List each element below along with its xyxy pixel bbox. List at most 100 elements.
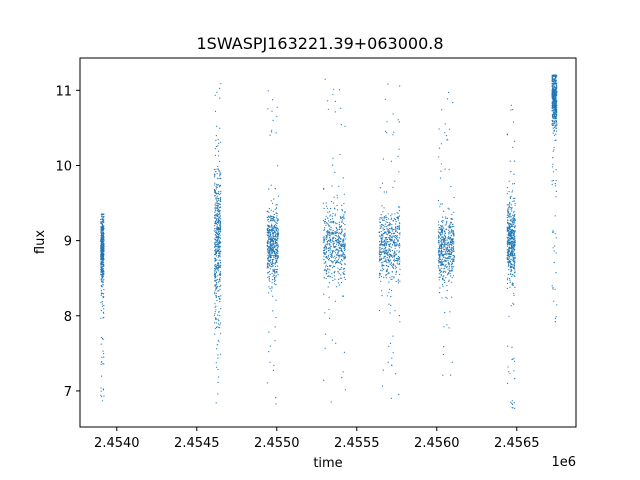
data-point [382, 251, 384, 253]
data-point [511, 283, 513, 285]
data-point [443, 259, 446, 261]
data-point [513, 200, 515, 202]
data-point [555, 190, 558, 192]
data-point [343, 203, 345, 205]
data-point [394, 254, 396, 256]
data-point [271, 254, 273, 256]
data-point [101, 234, 103, 236]
data-point [336, 239, 339, 241]
data-point [512, 240, 514, 243]
data-point [327, 211, 329, 213]
data-point [393, 258, 395, 260]
data-point [220, 223, 222, 225]
data-point [270, 131, 273, 133]
data-point [452, 224, 454, 226]
data-point [442, 239, 444, 241]
data-point [268, 270, 270, 273]
data-point [384, 98, 386, 100]
data-point [269, 236, 271, 238]
data-point [442, 228, 444, 230]
data-point [444, 245, 446, 247]
data-point [217, 318, 219, 320]
data-point [451, 247, 453, 249]
data-point [218, 219, 220, 221]
data-point [439, 258, 442, 260]
data-point [214, 285, 216, 287]
data-point [340, 245, 342, 247]
data-point [507, 273, 509, 275]
data-point [102, 279, 104, 281]
data-point [340, 256, 342, 258]
data-point [332, 229, 334, 232]
data-point [101, 301, 103, 303]
data-point [215, 259, 217, 261]
data-point [391, 357, 393, 359]
data-point [272, 229, 274, 231]
data-point [214, 209, 216, 211]
data-point [215, 270, 217, 272]
data-point [553, 89, 555, 91]
data-point [102, 338, 104, 340]
data-point [398, 227, 401, 229]
data-point [508, 204, 510, 206]
data-point [553, 112, 555, 114]
data-point [391, 239, 393, 241]
data-point [398, 250, 401, 252]
data-point [271, 239, 274, 241]
data-point [337, 267, 339, 269]
data-point [514, 257, 516, 259]
data-point [343, 235, 345, 237]
data-point [268, 279, 270, 281]
data-point [552, 103, 554, 105]
data-point [513, 210, 515, 213]
data-point [103, 233, 105, 235]
data-point [329, 225, 331, 227]
data-point [445, 253, 447, 255]
data-point [439, 227, 441, 229]
data-point [385, 277, 387, 279]
data-point [551, 183, 553, 185]
data-point [322, 220, 324, 222]
data-point [399, 234, 401, 236]
data-point [269, 288, 271, 290]
data-point [448, 265, 450, 267]
data-point [218, 222, 220, 224]
data-point [511, 358, 513, 361]
data-point [554, 215, 556, 217]
data-point [214, 230, 216, 232]
data-point [438, 243, 440, 245]
data-point [100, 213, 102, 215]
data-point [453, 254, 455, 257]
data-point [392, 256, 394, 258]
data-point [220, 83, 222, 85]
data-point [397, 216, 399, 218]
data-point [103, 257, 105, 259]
data-point [394, 228, 396, 230]
data-point [511, 221, 513, 223]
data-point [379, 231, 381, 233]
data-point [511, 207, 513, 209]
data-point [341, 264, 343, 266]
data-point [216, 228, 218, 230]
data-point [513, 212, 515, 214]
data-point [277, 227, 279, 229]
data-point [218, 320, 220, 322]
data-point [101, 218, 103, 220]
data-point [440, 240, 442, 242]
data-point [219, 298, 221, 300]
data-point [552, 95, 554, 97]
data-point [552, 116, 554, 118]
data-point [213, 314, 215, 316]
data-point [513, 266, 515, 268]
data-point [217, 209, 219, 211]
data-point [100, 301, 102, 304]
data-point [344, 232, 346, 234]
data-point [100, 274, 102, 276]
data-point [214, 280, 217, 282]
data-point [382, 369, 384, 371]
data-point [344, 228, 346, 230]
data-point [338, 243, 340, 245]
data-point [393, 259, 395, 261]
data-point [220, 285, 222, 287]
data-point [398, 242, 401, 245]
